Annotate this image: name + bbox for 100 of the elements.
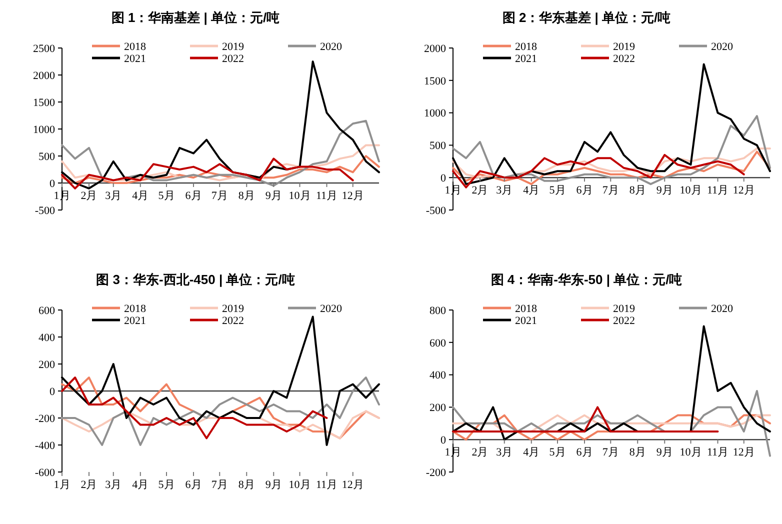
y-tick-label: -200	[34, 412, 56, 425]
x-tick-label: 5月	[158, 190, 175, 202]
chart-title: 图 1：华南基差 | 单位：元/吨	[111, 10, 280, 25]
y-tick-label: 600	[38, 304, 56, 317]
x-tick-label: 5月	[549, 184, 566, 197]
y-tick-label: 0	[440, 172, 446, 184]
legend-label: 2020	[320, 302, 342, 315]
y-tick-label: 200	[430, 402, 446, 414]
legend-label: 2020	[320, 40, 342, 53]
y-tick-label: 2000	[424, 42, 446, 55]
x-tick-label: 6月	[576, 184, 593, 197]
legend-label: 2019	[613, 302, 636, 315]
x-tick-label: 11月	[316, 479, 338, 491]
x-tick-label: 11月	[706, 446, 729, 459]
legend-label: 2021	[515, 314, 537, 327]
x-tick-label: 10月	[680, 446, 702, 459]
x-tick-label: 11月	[706, 184, 729, 197]
y-tick-label: -500	[34, 204, 56, 217]
legend-label: 2022	[222, 52, 244, 65]
line-series	[61, 376, 328, 440]
legend-label: 2022	[613, 52, 635, 65]
x-tick-label: 9月	[265, 479, 282, 491]
x-tick-label: 6月	[576, 446, 593, 459]
legend-label: 2018	[124, 302, 146, 315]
x-tick-label: 9月	[656, 184, 673, 197]
x-tick-label: 2月	[472, 184, 488, 197]
x-tick-label: 8月	[238, 479, 255, 491]
x-tick-label: 1月	[54, 479, 70, 491]
x-tick-label: 11月	[316, 190, 338, 202]
legend-label: 2019	[613, 40, 636, 53]
y-tick-label: 1500	[33, 96, 56, 109]
x-tick-label: 12月	[732, 184, 755, 197]
x-tick-label: 7月	[211, 190, 228, 202]
y-tick-label: -600	[34, 466, 56, 479]
line-series	[452, 390, 771, 457]
x-tick-label: 2月	[80, 479, 98, 491]
line-series	[61, 158, 354, 190]
y-tick-label: 0	[50, 178, 56, 190]
x-tick-label: 2月	[80, 190, 98, 202]
y-tick-label: 1500	[424, 75, 446, 88]
x-tick-label: 4月	[523, 184, 540, 197]
line-series	[61, 120, 380, 187]
x-tick-label: 3月	[496, 184, 513, 197]
legend-label: 2018	[124, 40, 146, 53]
x-tick-label: 4月	[132, 479, 149, 491]
line-series	[452, 150, 771, 186]
y-tick-label: 2500	[33, 42, 56, 55]
x-tick-label: 12月	[342, 479, 364, 491]
legend-label: 2019	[222, 40, 244, 53]
x-tick-label: 7月	[602, 446, 619, 459]
x-tick-label: 4月	[132, 190, 149, 202]
x-tick-label: 6月	[185, 190, 202, 202]
y-tick-label: -500	[426, 204, 446, 217]
y-tick-label: 0	[440, 434, 446, 446]
y-tick-label: 1000	[33, 124, 56, 136]
legend-label: 2022	[222, 314, 244, 327]
y-tick-label: 0	[50, 386, 56, 398]
x-tick-label: 12月	[732, 446, 755, 459]
line-series	[452, 115, 771, 186]
y-tick-label: 600	[430, 337, 446, 350]
chart-title: 图 4：华南-华东-50 | 单位：元/吨	[490, 272, 682, 287]
legend-label: 2018	[515, 302, 538, 315]
x-tick-label: 8月	[629, 184, 646, 197]
y-tick-label: 400	[430, 370, 446, 382]
x-tick-label: 10月	[288, 190, 311, 202]
x-tick-label: 8月	[238, 190, 255, 202]
x-tick-label: 5月	[158, 479, 175, 491]
x-tick-label: 7月	[602, 184, 619, 197]
legend-label: 2021	[124, 314, 146, 327]
y-tick-label: 500	[38, 150, 56, 163]
legend-label: 2022	[613, 314, 635, 327]
x-tick-label: 7月	[211, 479, 228, 491]
legend-label: 2019	[222, 302, 244, 315]
chart-title: 图 2：华东基差 | 单位：元/吨	[502, 10, 671, 25]
x-tick-label: 4月	[523, 446, 540, 459]
y-tick-label: 800	[430, 304, 446, 317]
x-tick-label: 9月	[265, 190, 282, 202]
y-tick-label: 400	[38, 332, 56, 344]
x-tick-label: 2月	[472, 446, 488, 459]
y-tick-label: 200	[38, 358, 56, 371]
legend-label: 2020	[711, 302, 734, 315]
legend-label: 2018	[515, 40, 538, 53]
y-tick-label: 2000	[33, 70, 56, 82]
x-tick-label: 3月	[496, 446, 513, 459]
x-tick-label: 5月	[549, 446, 566, 459]
legend-label: 2021	[124, 52, 146, 65]
x-tick-label: 9月	[656, 446, 673, 459]
y-tick-label: -400	[34, 440, 56, 452]
x-tick-label: 12月	[342, 190, 364, 202]
x-tick-label: 10月	[680, 184, 702, 197]
legend-label: 2021	[515, 52, 537, 65]
x-tick-label: 10月	[288, 479, 311, 491]
chart-title: 图 3：华东-西北-450 | 单位：元/吨	[96, 272, 295, 287]
x-tick-label: 3月	[105, 479, 122, 491]
y-tick-label: 1000	[424, 108, 446, 120]
line-series	[61, 155, 380, 184]
line-series	[452, 147, 771, 179]
x-tick-label: 6月	[185, 479, 202, 491]
y-tick-label: -200	[426, 466, 446, 479]
x-tick-label: 8月	[629, 446, 646, 459]
